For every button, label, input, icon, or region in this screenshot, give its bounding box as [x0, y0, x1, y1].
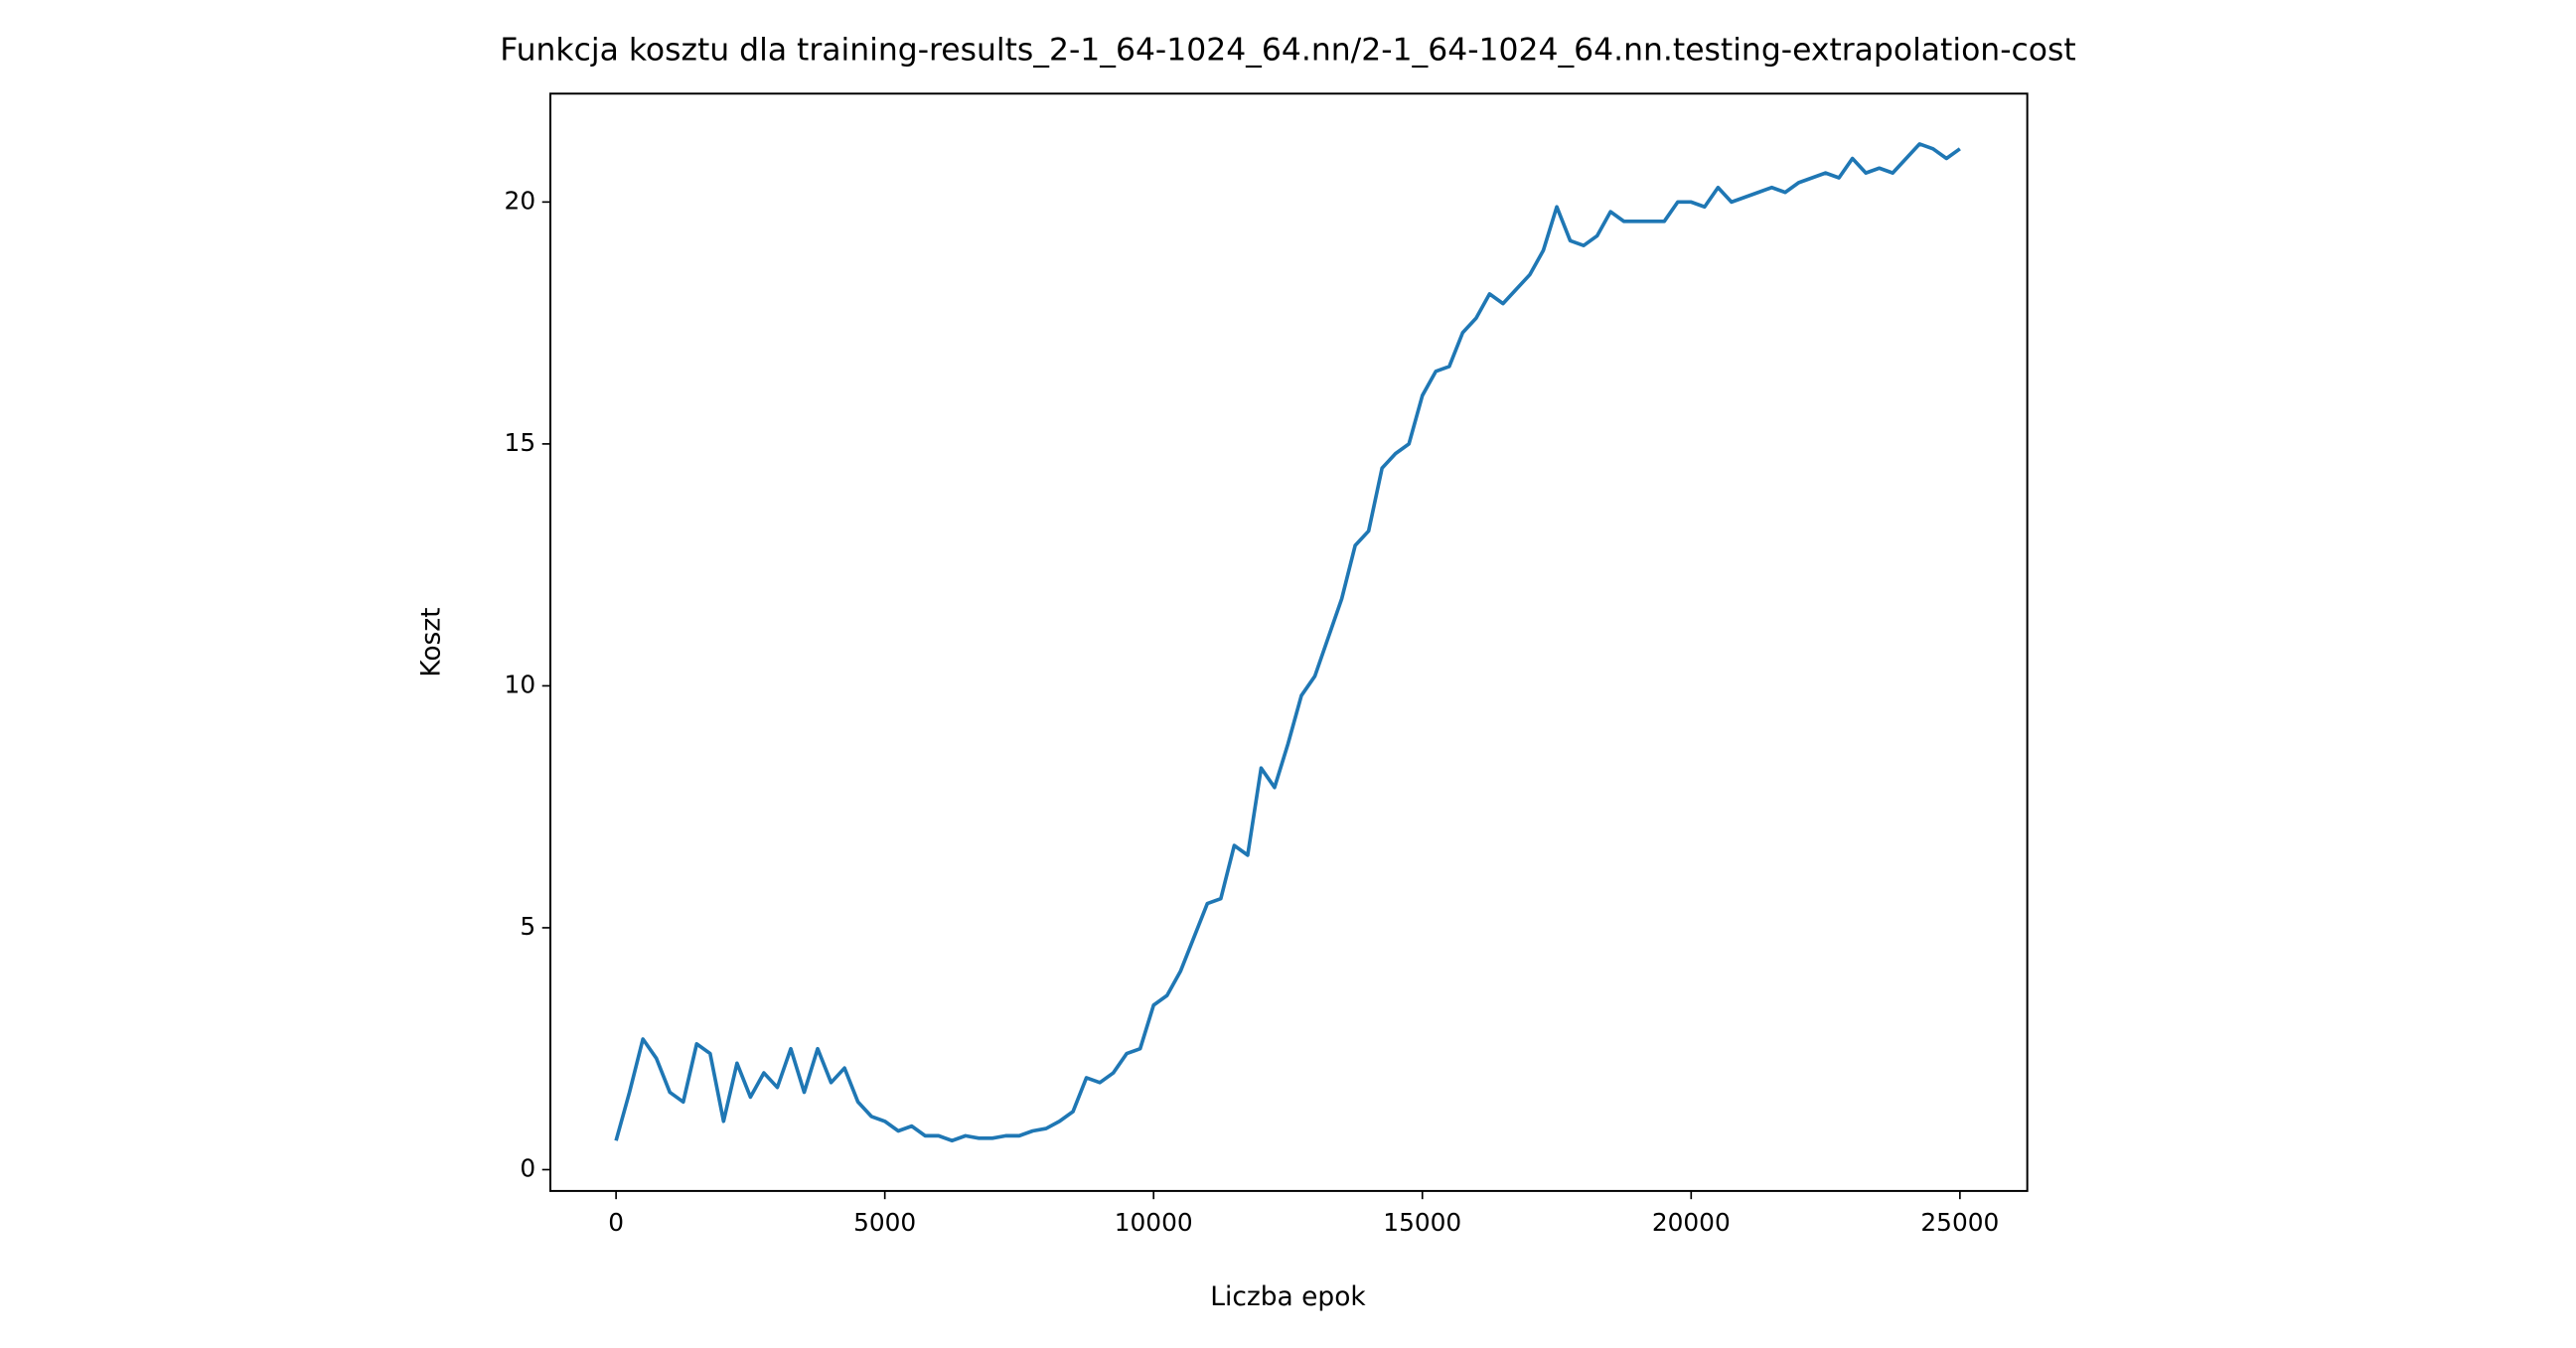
y-tick-label: 15 — [505, 428, 536, 457]
y-tick-label: 0 — [520, 1153, 535, 1182]
y-tick-label: 5 — [520, 912, 535, 941]
x-tick-label: 10000 — [1115, 1208, 1193, 1237]
x-tick-label: 15000 — [1383, 1208, 1461, 1237]
chart-title: Funkcja kosztu dla training-results_2-1_… — [500, 32, 2075, 68]
x-tick-label: 0 — [608, 1208, 624, 1237]
y-tick-label: 20 — [505, 186, 536, 215]
data-line — [614, 142, 1961, 1143]
plot-frame — [549, 92, 2029, 1192]
x-axis-label: Liczba epok — [1210, 1281, 1366, 1312]
y-axis-label: Koszt — [415, 607, 446, 676]
x-tick-label: 20000 — [1652, 1208, 1731, 1237]
x-tick-label: 5000 — [853, 1208, 916, 1237]
x-tick-label: 25000 — [1920, 1208, 1999, 1237]
y-tick-label: 10 — [505, 670, 536, 698]
